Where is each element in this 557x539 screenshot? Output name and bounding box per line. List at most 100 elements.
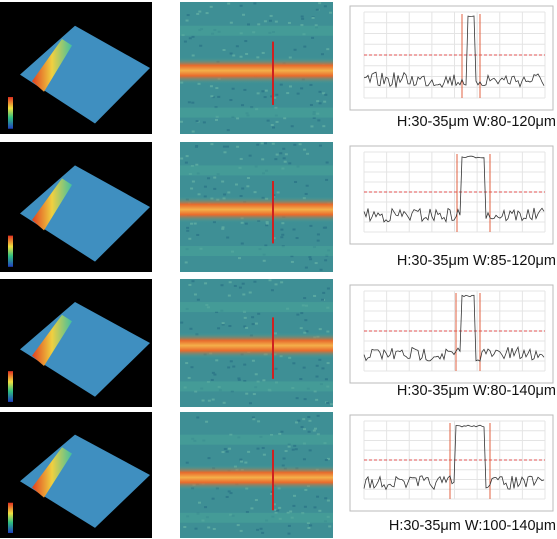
noise [287, 524, 291, 527]
noise [235, 45, 239, 48]
noise [194, 145, 198, 148]
noise [261, 90, 265, 93]
noise [188, 37, 192, 40]
noise [240, 221, 244, 224]
noise [256, 92, 260, 95]
noise [300, 87, 304, 90]
noise [245, 326, 249, 329]
noise [191, 180, 195, 183]
noise [234, 183, 238, 186]
noise [302, 366, 306, 369]
noise [257, 420, 261, 423]
noise [250, 106, 254, 109]
noise [300, 24, 304, 27]
noise [221, 226, 225, 229]
noise [289, 510, 293, 513]
noise [253, 191, 257, 194]
noise [241, 282, 245, 285]
noise [329, 403, 333, 406]
noise [212, 527, 216, 530]
noise [323, 100, 327, 103]
noise [318, 2, 322, 5]
noise [302, 418, 306, 421]
noise [312, 116, 316, 119]
noise [229, 360, 233, 363]
noise [290, 260, 294, 263]
caption: H:30-35μm W:80-120μm [397, 114, 556, 130]
noise [262, 453, 266, 456]
noise [283, 117, 287, 120]
noise [316, 239, 320, 242]
noise [326, 287, 330, 290]
noise [282, 147, 286, 150]
noise [217, 327, 221, 330]
noise [232, 365, 236, 368]
noise [215, 359, 219, 362]
noise [254, 499, 258, 502]
noise [298, 143, 302, 146]
noise [312, 429, 316, 432]
profile [363, 424, 545, 491]
noise [256, 447, 260, 450]
noise [287, 532, 291, 535]
noise [294, 448, 298, 451]
noise [275, 153, 279, 156]
noise [318, 509, 322, 512]
noise [323, 5, 327, 8]
noise [319, 268, 323, 271]
noise [325, 161, 329, 164]
noise [180, 157, 184, 160]
noise [281, 222, 285, 225]
noise [214, 106, 218, 109]
profile [363, 155, 545, 224]
noise [246, 177, 250, 180]
stripe [180, 434, 333, 445]
profile [363, 294, 545, 362]
noise [283, 160, 287, 163]
noise [273, 96, 277, 99]
noise [239, 4, 243, 7]
noise [274, 20, 278, 23]
noise [236, 145, 240, 148]
color-scale [8, 235, 13, 267]
noise [261, 158, 265, 161]
noise [308, 419, 312, 422]
noise [237, 378, 241, 381]
noise [241, 187, 245, 190]
noise [191, 130, 195, 133]
noise [254, 322, 258, 325]
noise [184, 261, 188, 264]
noise [237, 257, 241, 260]
noise [185, 461, 189, 464]
stripe [180, 512, 333, 523]
noise [180, 321, 184, 324]
noise [280, 228, 284, 231]
noise [194, 390, 198, 393]
noise [321, 298, 325, 301]
noise [229, 52, 233, 55]
noise [245, 52, 249, 55]
noise [261, 531, 265, 534]
noise [221, 180, 225, 183]
noise [236, 524, 240, 527]
noise [321, 367, 325, 370]
noise [276, 191, 280, 194]
noise [253, 280, 257, 283]
noise [261, 446, 265, 449]
noise [191, 280, 195, 283]
noise [223, 447, 227, 450]
noise [314, 24, 318, 27]
noise [279, 152, 283, 155]
noise [242, 293, 246, 296]
noise [256, 56, 260, 59]
noise [243, 380, 247, 383]
noise [228, 325, 232, 328]
noise [185, 155, 189, 158]
noise [266, 119, 270, 122]
noise [284, 450, 288, 453]
noise [180, 120, 184, 123]
noise [308, 449, 312, 452]
caption: H:30-35μm W:80-140μm [397, 383, 556, 399]
surface [20, 434, 150, 528]
color-scale [8, 97, 13, 129]
